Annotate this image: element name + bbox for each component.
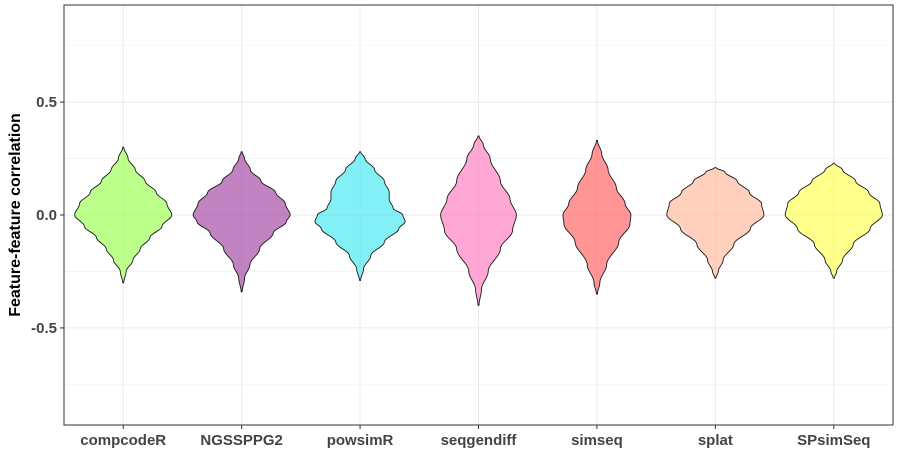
- x-axis: compcodeR NGSSPPG2 powsimR seqgendiff simseq…: [80, 425, 870, 449]
- y-tick-label: -0.5: [31, 320, 57, 337]
- y-axis: -0.5 0.0 0.5: [31, 94, 64, 337]
- x-tick-label: powsimR: [327, 432, 394, 449]
- y-axis-title: Feature-feature correlation: [7, 113, 24, 317]
- y-tick-label: 0.0: [36, 207, 57, 224]
- violin-NGSSPPG2: [192, 151, 291, 293]
- x-tick-label: NGSSPPG2: [200, 432, 283, 449]
- x-tick-label: splat: [698, 432, 733, 449]
- violin-splat: [666, 167, 765, 279]
- violin-simseq: [562, 140, 632, 295]
- x-tick-label: simseq: [571, 432, 623, 449]
- violin-powsimR: [314, 151, 406, 281]
- violins: [74, 135, 883, 306]
- violin-SPsimSeq: [784, 162, 883, 279]
- y-tick-label: 0.5: [36, 94, 57, 111]
- x-tick-label: seqgendiff: [441, 432, 518, 449]
- violin-compcodeR: [74, 146, 173, 284]
- violin-seqgendiff: [440, 135, 517, 306]
- x-tick-label: SPsimSeq: [797, 432, 870, 449]
- x-tick-label: compcodeR: [80, 432, 166, 449]
